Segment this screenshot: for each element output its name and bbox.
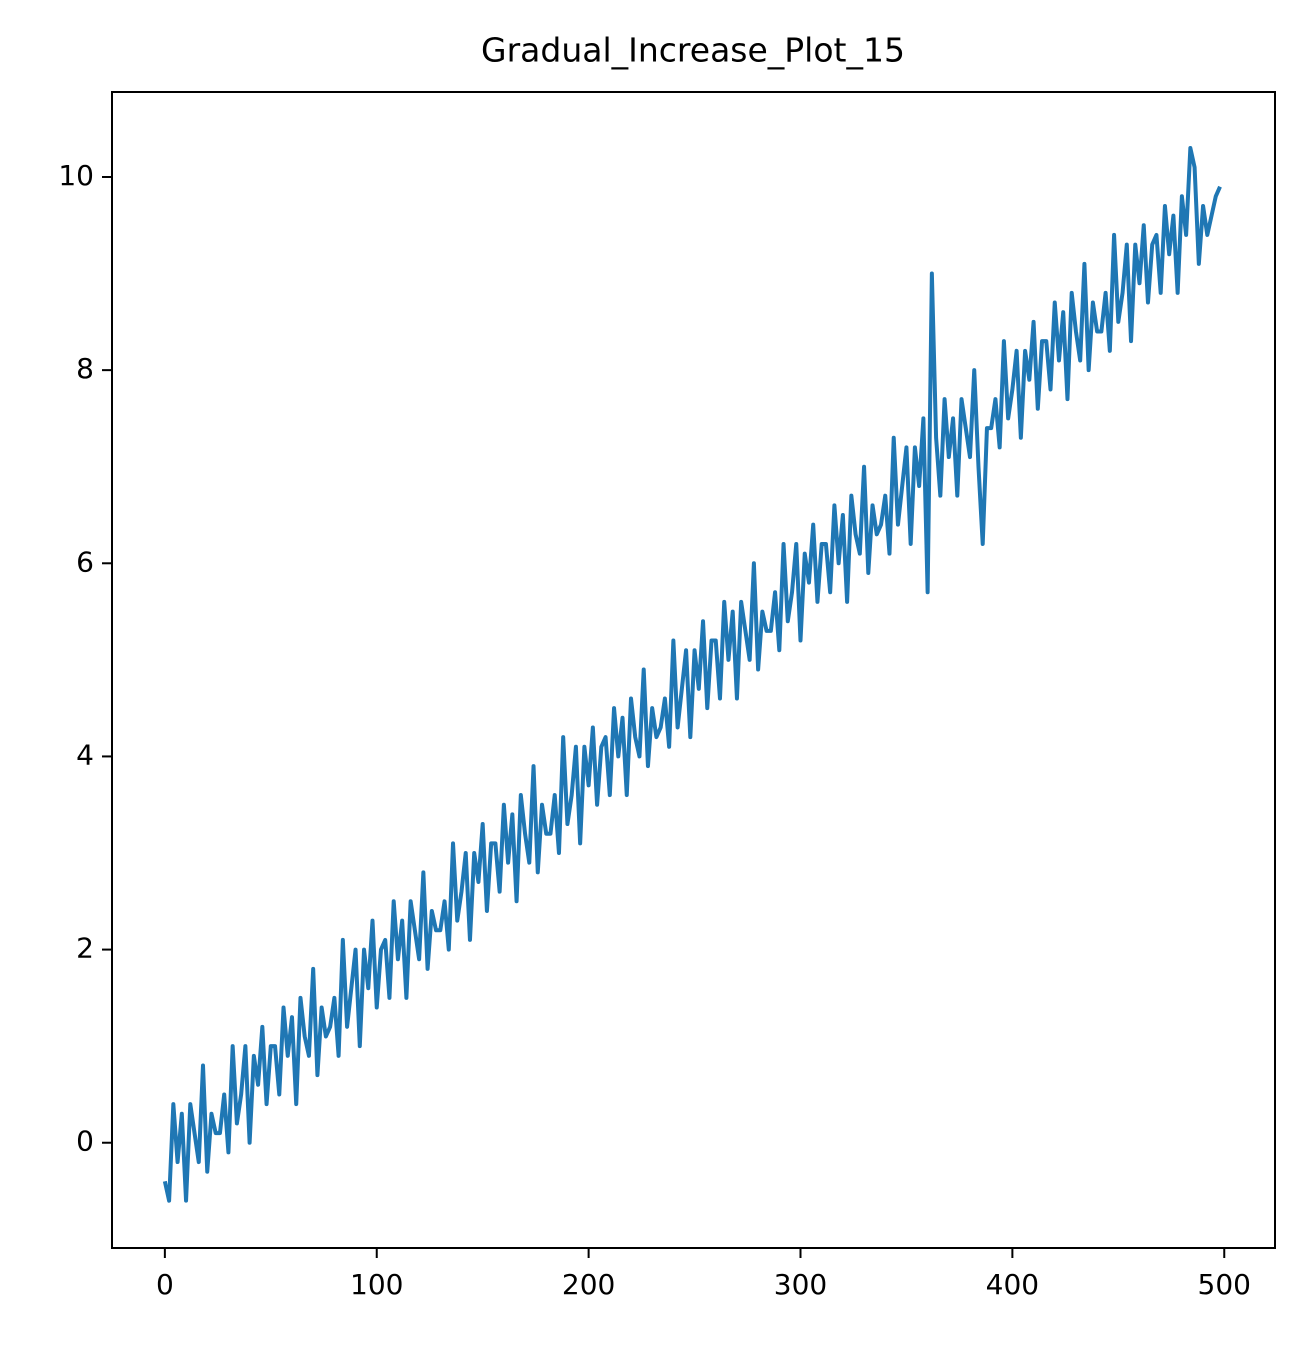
y-tick-label: 6	[76, 545, 94, 578]
x-tick-label: 300	[774, 1268, 827, 1301]
y-tick-label: 0	[76, 1125, 94, 1158]
y-tick-label: 4	[76, 738, 94, 771]
chart-title: Gradual_Increase_Plot_15	[481, 31, 905, 70]
y-tick-label: 2	[76, 932, 94, 965]
plot-frame	[111, 91, 1276, 1249]
x-tick-label: 400	[986, 1268, 1039, 1301]
x-tick-label: 500	[1198, 1268, 1251, 1301]
x-tick-label: 0	[156, 1268, 174, 1301]
x-tick-label: 100	[350, 1268, 403, 1301]
y-tick-label: 8	[76, 352, 94, 385]
x-tick-label: 200	[562, 1268, 615, 1301]
y-tick-label: 10	[58, 159, 94, 192]
data-line	[162, 146, 1222, 1203]
